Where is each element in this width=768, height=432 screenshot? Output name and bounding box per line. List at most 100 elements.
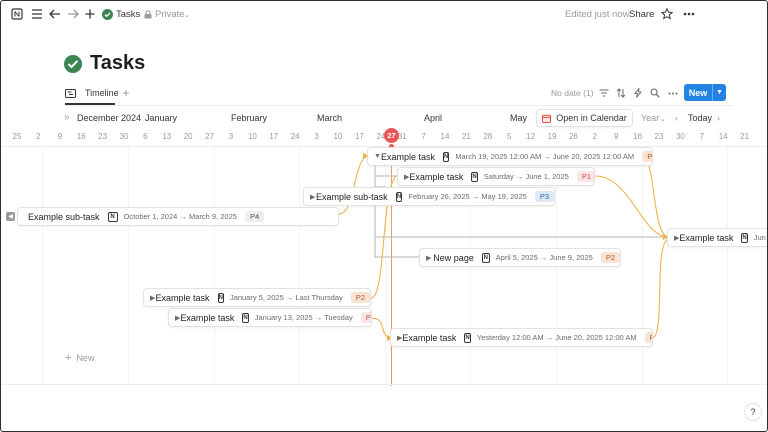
- day-tick-label: 14: [440, 132, 450, 141]
- notion-page-icon: N: [471, 171, 478, 182]
- day-tick-label: 3: [314, 132, 319, 141]
- sort-icon[interactable]: [615, 87, 627, 99]
- month-label: March: [317, 113, 343, 123]
- edited-status: Edited just now: [565, 9, 630, 20]
- task-dates: January 13, 2025 → Tuesday: [254, 313, 353, 322]
- lock-icon: [143, 7, 153, 21]
- more-options-icon[interactable]: [682, 7, 696, 21]
- breadcrumb-title[interactable]: Tasks: [116, 9, 141, 20]
- day-tick-label: 12: [526, 132, 536, 141]
- back-arrow-icon[interactable]: [48, 7, 62, 21]
- day-tick-label: 9: [57, 132, 63, 141]
- timeline-grid-top: [1, 146, 767, 147]
- previous-icon[interactable]: ‹: [675, 113, 678, 123]
- next-icon[interactable]: ›: [717, 113, 720, 123]
- notion-page-icon: N: [741, 232, 748, 243]
- notion-page-icon: N: [107, 211, 118, 222]
- search-icon[interactable]: [649, 87, 661, 99]
- filter-icon[interactable]: [598, 87, 610, 99]
- task-card[interactable]: ▶ Example task N January 5, 2025 → Last …: [143, 288, 371, 307]
- task-dates: October 1, 2024 → March 9, 2025: [123, 212, 237, 221]
- task-name: Example task: [409, 171, 464, 182]
- menu-icon[interactable]: [30, 7, 44, 21]
- chevron-down-icon[interactable]: ⌄: [184, 12, 190, 19]
- day-tick-label: 25: [12, 132, 22, 141]
- grid-column: [128, 147, 129, 384]
- add-new-label: New: [76, 353, 95, 363]
- task-card[interactable]: ▶ Example sub-task N February 26, 2025 →…: [303, 187, 555, 206]
- day-tick-label: 6: [143, 132, 148, 141]
- task-card[interactable]: ▶ New page N April 5, 2025 → June 9, 202…: [419, 248, 621, 267]
- tab-timeline[interactable]: Timeline: [65, 86, 119, 100]
- open-in-calendar-button[interactable]: Open in Calendar: [536, 109, 633, 127]
- day-tick-label: 14: [718, 132, 728, 141]
- automation-icon[interactable]: [632, 87, 644, 99]
- task-card[interactable]: ▶ Example task N Yesterday 12:00 AM → Ju…: [390, 328, 653, 347]
- task-name: Example sub-task: [28, 211, 100, 222]
- dependency-line: [651, 238, 670, 339]
- notion-page-icon: N: [395, 191, 403, 202]
- day-tick-label: 9: [613, 132, 619, 141]
- page-title[interactable]: Tasks: [90, 52, 146, 74]
- add-view-icon[interactable]: +: [122, 86, 130, 100]
- chevron-down-icon[interactable]: ▼: [716, 89, 723, 96]
- add-icon[interactable]: [83, 7, 97, 21]
- timeline-icon: [65, 88, 76, 98]
- day-tick-label: 20: [183, 132, 193, 141]
- task-name: Example sub-task: [316, 191, 388, 202]
- task-card[interactable]: Example sub-task N October 1, 2024 → Mar…: [17, 207, 339, 226]
- day-tick-label: 3: [228, 132, 234, 141]
- task-dates: Yesterday 12:00 AM → June 20, 2025 12:00…: [476, 333, 637, 342]
- privacy-label[interactable]: Private: [155, 9, 185, 20]
- collapsed-caret-icon[interactable]: ▶: [150, 294, 156, 302]
- collapsed-caret-icon[interactable]: ▶: [397, 334, 403, 342]
- task-dates: January 5, 2025 → Last Thursday: [229, 293, 343, 302]
- priority-badge: P2: [642, 151, 652, 162]
- task-dates: February 26, 2025 → May 19, 2025: [408, 192, 527, 201]
- priority-badge: P2: [600, 252, 620, 263]
- no-date-button[interactable]: No date (1): [551, 88, 594, 98]
- help-icon[interactable]: ?: [744, 403, 762, 421]
- task-card[interactable]: ▶ Example task N Saturday → June 1, 2025…: [397, 167, 595, 186]
- tab-underline: [65, 103, 115, 105]
- day-tick-label: 5: [506, 132, 512, 141]
- scroll-left-handle-icon[interactable]: ◀: [6, 212, 15, 221]
- collapsed-caret-icon[interactable]: ▶: [175, 314, 181, 322]
- add-new-row-button[interactable]: + New: [65, 352, 94, 364]
- collapsed-caret-icon[interactable]: ▶: [674, 234, 680, 242]
- task-name: Example task: [155, 292, 210, 303]
- more-view-options-icon[interactable]: [667, 87, 679, 99]
- new-button[interactable]: New ▼: [684, 84, 726, 101]
- tab-timeline-label: Timeline: [85, 88, 119, 98]
- chevron-down-icon[interactable]: ⌄: [660, 116, 666, 123]
- task-card[interactable]: ▶ Example task N Jun: [667, 228, 767, 247]
- priority-badge: P1: [360, 312, 371, 323]
- collapsed-caret-icon[interactable]: ▶: [310, 193, 316, 201]
- scale-select[interactable]: Year: [641, 113, 660, 123]
- collapse-left-icon[interactable]: »: [64, 112, 70, 123]
- star-icon[interactable]: [660, 7, 674, 21]
- collapsed-caret-icon[interactable]: ▶: [404, 173, 410, 181]
- task-card[interactable]: ▼ Example task N March 19, 2025 12:00 AM…: [367, 147, 653, 166]
- grid-column: [42, 147, 44, 384]
- collapsed-caret-icon[interactable]: ▶: [426, 254, 432, 262]
- task-card[interactable]: ▶ Example task N January 13, 2025 → Tues…: [168, 308, 372, 327]
- new-button-label: New: [688, 87, 708, 98]
- share-button[interactable]: Share: [629, 9, 655, 20]
- priority-badge: P3: [534, 191, 554, 202]
- day-tick-label: 28: [483, 132, 493, 141]
- day-tick-label: 30: [675, 132, 685, 141]
- expanded-caret-icon[interactable]: ▼: [374, 153, 381, 160]
- today-button[interactable]: Today: [688, 113, 713, 123]
- page-check-icon[interactable]: [64, 55, 82, 73]
- day-tick-label: 19: [547, 132, 557, 141]
- task-dates: April 5, 2025 → June 9, 2025: [495, 253, 593, 262]
- forward-arrow-icon[interactable]: [66, 7, 80, 21]
- day-tick-label: 10: [247, 132, 257, 141]
- today-marker: 27: [384, 128, 399, 143]
- notion-icon[interactable]: [10, 7, 24, 21]
- priority-badge: P2: [644, 332, 652, 343]
- day-tick-label: 30: [119, 132, 129, 141]
- new-button-divider: [712, 84, 713, 101]
